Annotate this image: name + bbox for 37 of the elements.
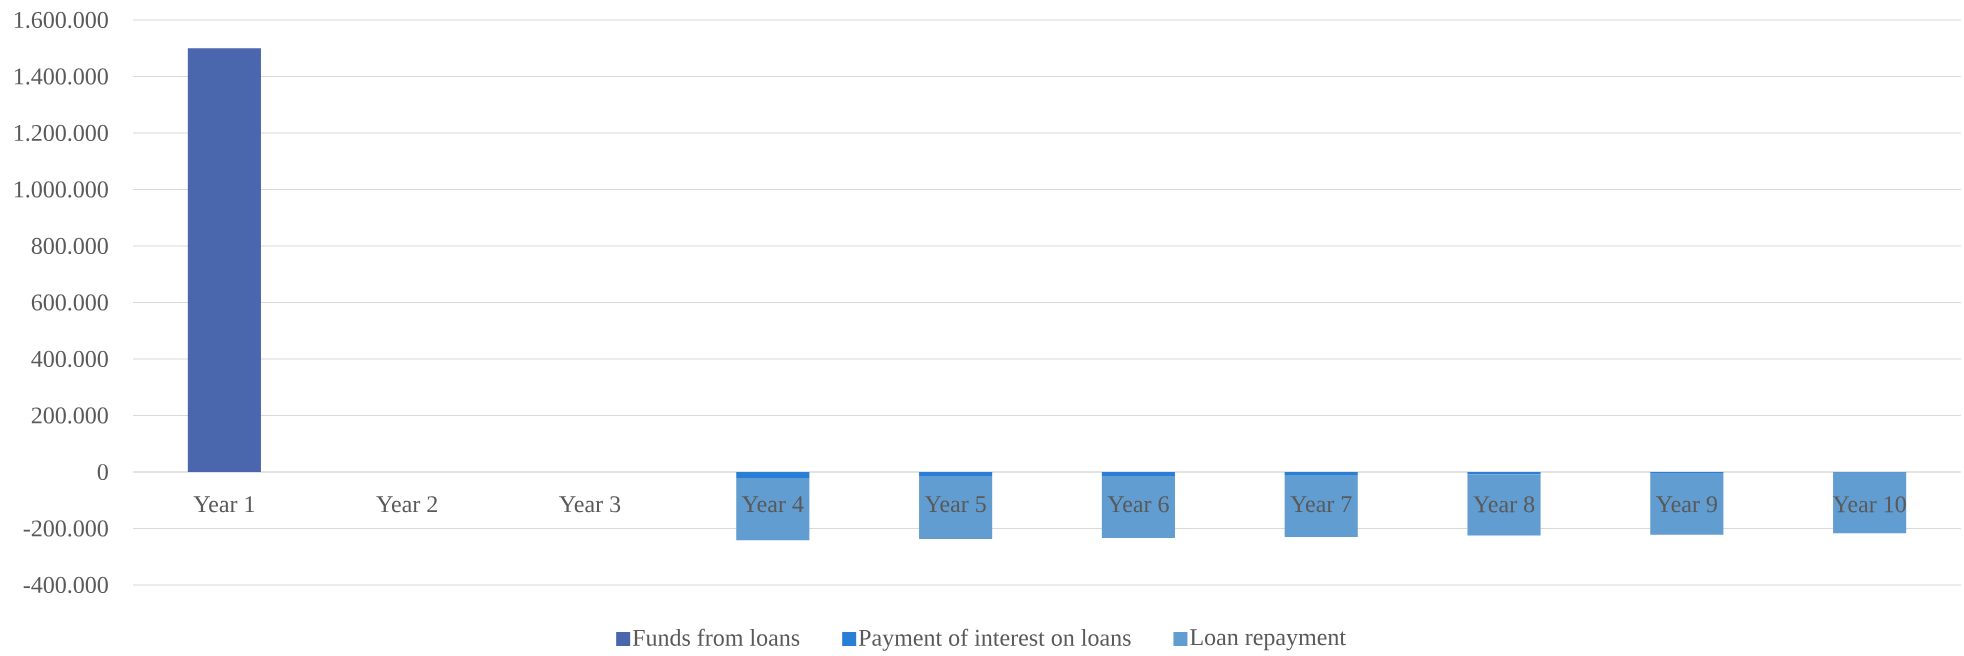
x-tick-label: Year 10 <box>1832 496 1906 513</box>
y-tick-label: 400.000 <box>31 350 108 368</box>
y-tick-label: 1.200.000 <box>14 124 108 142</box>
bar <box>1833 472 1907 534</box>
legend-label: Funds from loans <box>632 628 800 646</box>
x-tick-label: Year 9 <box>1655 496 1717 513</box>
x-tick-label: Year 7 <box>1290 496 1352 513</box>
y-tick-label: 1.000.000 <box>14 181 108 198</box>
bar <box>1467 472 1541 475</box>
y-tick-label: 800.000 <box>31 237 108 255</box>
y-tick-label: 1.600.000 <box>14 11 108 29</box>
bar <box>1650 473 1724 535</box>
x-tick-label: Year 5 <box>924 496 986 513</box>
bar <box>736 477 810 541</box>
y-tick-label: 600.000 <box>31 294 108 311</box>
bar <box>1101 472 1175 476</box>
x-tick-label: Year 2 <box>376 496 437 513</box>
y-tick-label: -200.000 <box>23 520 108 537</box>
legend-label: Payment of interest on loans <box>858 628 1131 651</box>
bar <box>187 48 261 472</box>
bar <box>919 472 993 477</box>
x-tick-label: Year 6 <box>1107 496 1169 513</box>
x-tick-label: Year 8 <box>1473 496 1535 513</box>
bar <box>919 476 993 539</box>
y-tick-label: -400.000 <box>23 576 108 594</box>
legend-label: Loan repayment <box>1190 629 1346 651</box>
y-tick-label: 0 <box>97 463 108 481</box>
bar <box>1101 475 1175 539</box>
x-tick-label: Year 3 <box>559 496 621 513</box>
bar <box>1284 472 1358 476</box>
x-tick-label: Year 4 <box>741 496 804 513</box>
bar <box>1284 475 1358 537</box>
x-tick-label: Year 1 <box>193 496 255 513</box>
y-tick-label: 1.400.000 <box>14 68 108 85</box>
bar <box>1467 474 1541 536</box>
y-tick-label: 200.000 <box>31 407 108 424</box>
bar <box>736 472 810 478</box>
